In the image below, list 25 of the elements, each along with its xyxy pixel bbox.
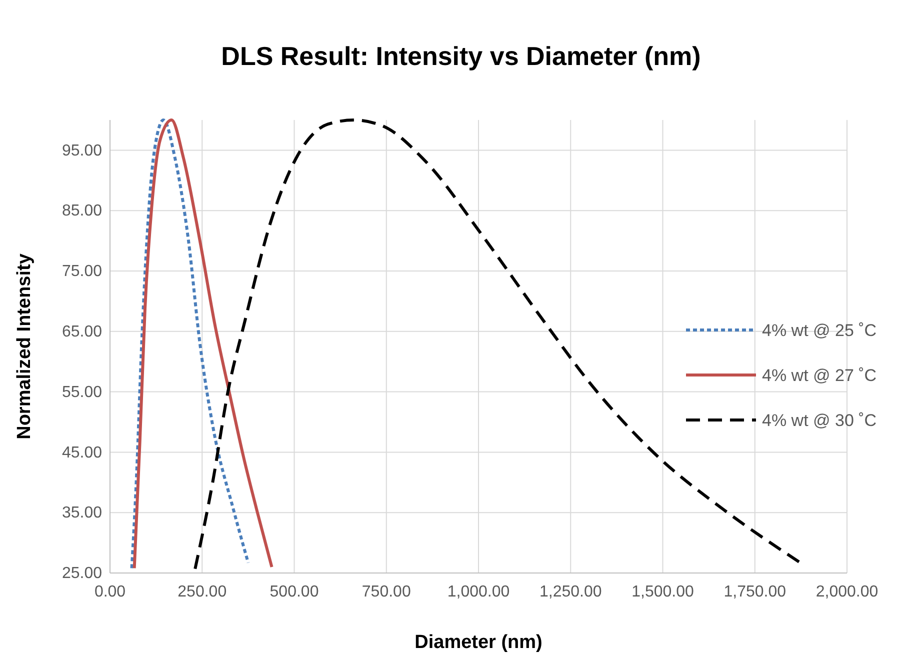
line-series (130, 118, 250, 570)
x-tick-label: 1,250.00 (539, 583, 602, 600)
y-tick-label: 65.00 (62, 324, 102, 341)
legend-label: 4% wt @ 27 ˚C (762, 366, 877, 385)
y-axis-title: Normalized Intensity (14, 253, 35, 440)
y-tick-label: 75.00 (62, 263, 102, 280)
x-tick-label: 1,500.00 (632, 583, 694, 600)
line-series (132, 118, 274, 570)
chart-title: DLS Result: Intensity vs Diameter (nm) (221, 41, 701, 71)
x-tick-label: 2,000.00 (816, 583, 878, 600)
y-tick-label: 55.00 (62, 384, 102, 401)
x-axis-title: Diameter (nm) (414, 632, 542, 653)
y-tick-label: 95.00 (62, 142, 102, 160)
x-tick-label: 250.00 (178, 583, 227, 600)
y-tick-label: 25.00 (62, 565, 102, 582)
y-tick-label: 85.00 (62, 202, 102, 220)
x-tick-label: 1,000.00 (447, 583, 510, 600)
y-tick-label: 45.00 (62, 444, 102, 462)
legend-label: 4% wt @ 30 ˚C (762, 411, 877, 430)
y-tick-label: 35.00 (62, 504, 102, 522)
x-tick-label: 0.00 (94, 583, 126, 600)
legend-label: 4% wt @ 25 ˚C (762, 321, 877, 340)
x-tick-label: 1,750.00 (724, 583, 786, 600)
x-tick-label: 750.00 (362, 583, 411, 600)
x-tick-label: 500.00 (270, 583, 319, 600)
